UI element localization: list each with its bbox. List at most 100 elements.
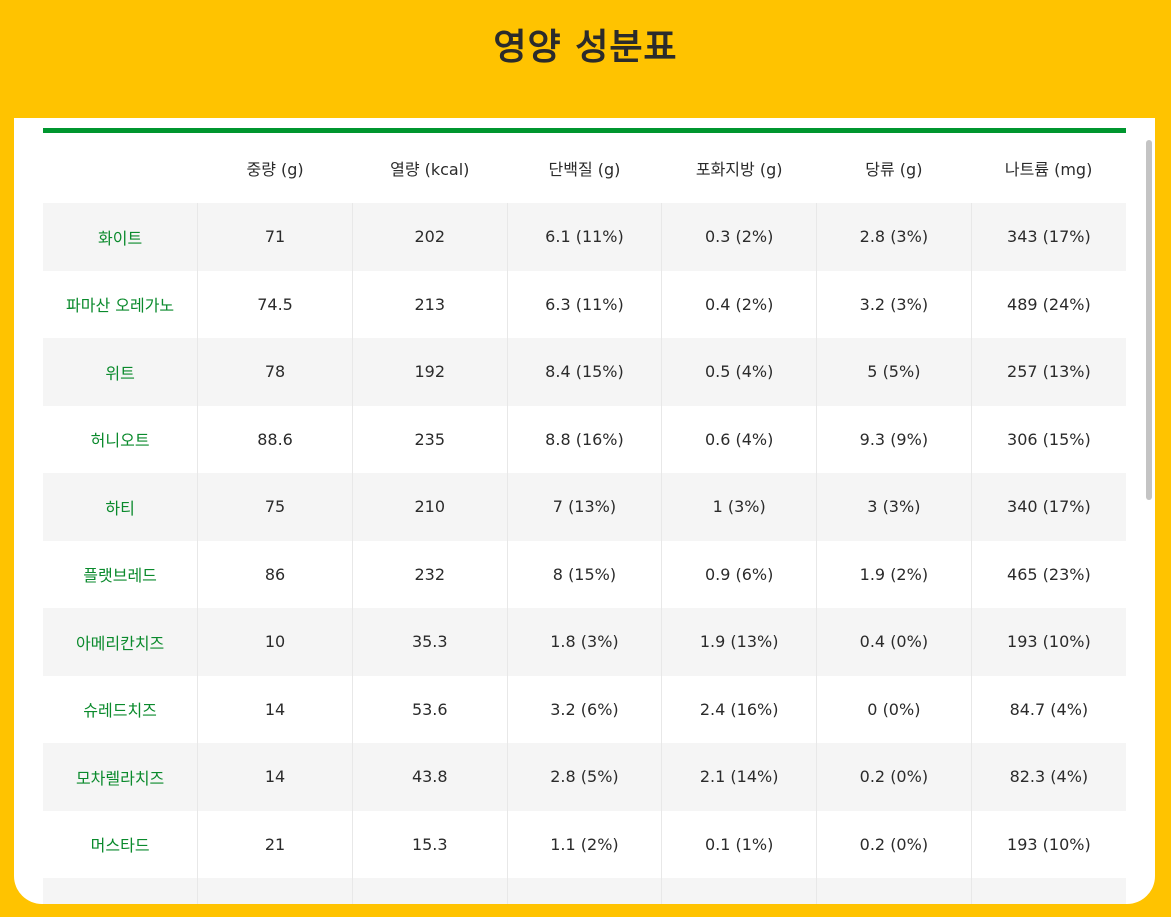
row-label: 위트 (43, 338, 198, 406)
protein-cell (506, 878, 662, 904)
sodium-cell: 257 (13%) (970, 338, 1126, 406)
protein-cell: 8.4 (15%) (506, 338, 662, 406)
weight-cell: 88.6 (197, 405, 353, 473)
protein-cell: 3.2 (6%) (506, 675, 662, 743)
sugars-cell: 0.2 (0%) (816, 810, 972, 878)
protein-cell: 8.8 (16%) (506, 405, 662, 473)
sugars-cell: 1.9 (2%) (816, 540, 972, 608)
header-sugars: 당류 (g) (816, 133, 972, 203)
header-sodium: 나트륨 (mg) (971, 133, 1126, 203)
row-label: 아메리칸치즈 (43, 608, 198, 676)
table-scroll-area[interactable]: 중량 (g) 열량 (kcal) 단백질 (g) 포화지방 (g) 당류 (g)… (43, 118, 1126, 904)
row-label: 파마산 오레가노 (43, 270, 198, 338)
saturated-fat-cell (661, 878, 817, 904)
protein-cell: 2.8 (5%) (506, 743, 662, 811)
weight-cell: 21 (197, 810, 353, 878)
table-row: 아메리칸치즈 10 35.3 1.8 (3%) 1.9 (13%) 0.4 (0%) 193… (43, 608, 1126, 676)
table-row: 하티 75 210 7 (13%) 1 (3%) 3 (3%) 340 (17%) (43, 473, 1126, 541)
saturated-fat-cell: 0.6 (4%) (661, 405, 817, 473)
sugars-cell: 5 (5%) (816, 338, 972, 406)
calories-cell: 210 (351, 473, 508, 541)
calories-cell: 53.6 (351, 675, 508, 743)
table-row: 모차렐라치즈 14 43.8 2.8 (5%) 2.1 (14%) 0.2 (0%) 82.… (43, 743, 1126, 811)
weight-cell: 75 (197, 473, 353, 541)
sodium-cell: 489 (24%) (970, 270, 1126, 338)
sodium-cell (970, 878, 1126, 904)
sodium-cell: 306 (15%) (970, 405, 1126, 473)
sugars-cell: 2.8 (3%) (816, 203, 972, 271)
saturated-fat-cell: 0.3 (2%) (661, 203, 817, 271)
weight-cell: 14 (197, 743, 353, 811)
calories-cell: 213 (351, 270, 508, 338)
scrollbar[interactable] (1146, 140, 1152, 880)
weight-cell: 71 (197, 203, 353, 271)
sodium-cell: 343 (17%) (970, 203, 1126, 271)
sodium-cell: 193 (10%) (970, 810, 1126, 878)
calories-cell: 202 (351, 203, 508, 271)
sugars-cell: 9.3 (9%) (816, 405, 972, 473)
table-row: 머스타드 21 15.3 1.1 (2%) 0.1 (1%) 0.2 (0%) 193 (1… (43, 810, 1126, 878)
row-label (43, 878, 198, 904)
sugars-cell: 0 (0%) (816, 675, 972, 743)
weight-cell: 14 (197, 675, 353, 743)
protein-cell: 1.1 (2%) (506, 810, 662, 878)
header-saturated-fat: 포화지방 (g) (661, 133, 817, 203)
nutrition-panel: 중량 (g) 열량 (kcal) 단백질 (g) 포화지방 (g) 당류 (g)… (14, 118, 1155, 904)
calories-cell: 15.3 (351, 810, 508, 878)
row-label: 모차렐라치즈 (43, 743, 198, 811)
saturated-fat-cell: 0.9 (6%) (661, 540, 817, 608)
table-row: 플랫브레드 86 232 8 (15%) 0.9 (6%) 1.9 (2%) 465 (23… (43, 540, 1126, 608)
calories-cell: 192 (351, 338, 508, 406)
page-title: 영양 성분표 (493, 27, 678, 68)
calories-cell: 235 (351, 405, 508, 473)
weight-cell (197, 878, 353, 904)
table-row: 허니오트 88.6 235 8.8 (16%) 0.6 (4%) 9.3 (9%) 306 … (43, 405, 1126, 473)
calories-cell (351, 878, 508, 904)
header-calories: 열량 (kcal) (352, 133, 508, 203)
protein-cell: 1.8 (3%) (506, 608, 662, 676)
header-blank (43, 133, 198, 203)
table-row: 파마산 오레가노 74.5 213 6.3 (11%) 0.4 (2%) 3.2 (3%)… (43, 270, 1126, 338)
saturated-fat-cell: 0.1 (1%) (661, 810, 817, 878)
scrollbar-thumb[interactable] (1146, 140, 1152, 500)
table-header-row: 중량 (g) 열량 (kcal) 단백질 (g) 포화지방 (g) 당류 (g)… (43, 133, 1126, 203)
saturated-fat-cell: 0.4 (2%) (661, 270, 817, 338)
table-row: 슈레드치즈 14 53.6 3.2 (6%) 2.4 (16%) 0 (0%) 84.7 (… (43, 675, 1126, 743)
row-label: 허니오트 (43, 405, 198, 473)
weight-cell: 86 (197, 540, 353, 608)
row-label: 머스타드 (43, 810, 198, 878)
sugars-cell: 3.2 (3%) (816, 270, 972, 338)
nutrition-table: 중량 (g) 열량 (kcal) 단백질 (g) 포화지방 (g) 당류 (g)… (43, 133, 1126, 904)
row-label: 하티 (43, 473, 198, 541)
protein-cell: 8 (15%) (506, 540, 662, 608)
sodium-cell: 340 (17%) (970, 473, 1126, 541)
sugars-cell: 3 (3%) (816, 473, 972, 541)
saturated-fat-cell: 2.1 (14%) (661, 743, 817, 811)
row-label: 플랫브레드 (43, 540, 198, 608)
protein-cell: 7 (13%) (506, 473, 662, 541)
calories-cell: 35.3 (351, 608, 508, 676)
sugars-cell: 0.4 (0%) (816, 608, 972, 676)
row-label: 화이트 (43, 203, 198, 271)
header-weight: 중량 (g) (197, 133, 353, 203)
sodium-cell: 193 (10%) (970, 608, 1126, 676)
weight-cell: 74.5 (197, 270, 353, 338)
protein-cell: 6.3 (11%) (506, 270, 662, 338)
header-protein: 단백질 (g) (507, 133, 662, 203)
table-row (43, 878, 1126, 904)
table-row: 위트 78 192 8.4 (15%) 0.5 (4%) 5 (5%) 257 (13%) (43, 338, 1126, 406)
accent-bar (43, 128, 1126, 133)
sugars-cell: 0.2 (0%) (816, 743, 972, 811)
sugars-cell (816, 878, 972, 904)
weight-cell: 10 (197, 608, 353, 676)
table-row: 화이트 71 202 6.1 (11%) 0.3 (2%) 2.8 (3%) 343 (17… (43, 203, 1126, 271)
saturated-fat-cell: 2.4 (16%) (661, 675, 817, 743)
protein-cell: 6.1 (11%) (506, 203, 662, 271)
sodium-cell: 82.3 (4%) (970, 743, 1126, 811)
weight-cell: 78 (197, 338, 353, 406)
saturated-fat-cell: 0.5 (4%) (661, 338, 817, 406)
saturated-fat-cell: 1 (3%) (661, 473, 817, 541)
calories-cell: 43.8 (351, 743, 508, 811)
sodium-cell: 84.7 (4%) (970, 675, 1126, 743)
saturated-fat-cell: 1.9 (13%) (661, 608, 817, 676)
